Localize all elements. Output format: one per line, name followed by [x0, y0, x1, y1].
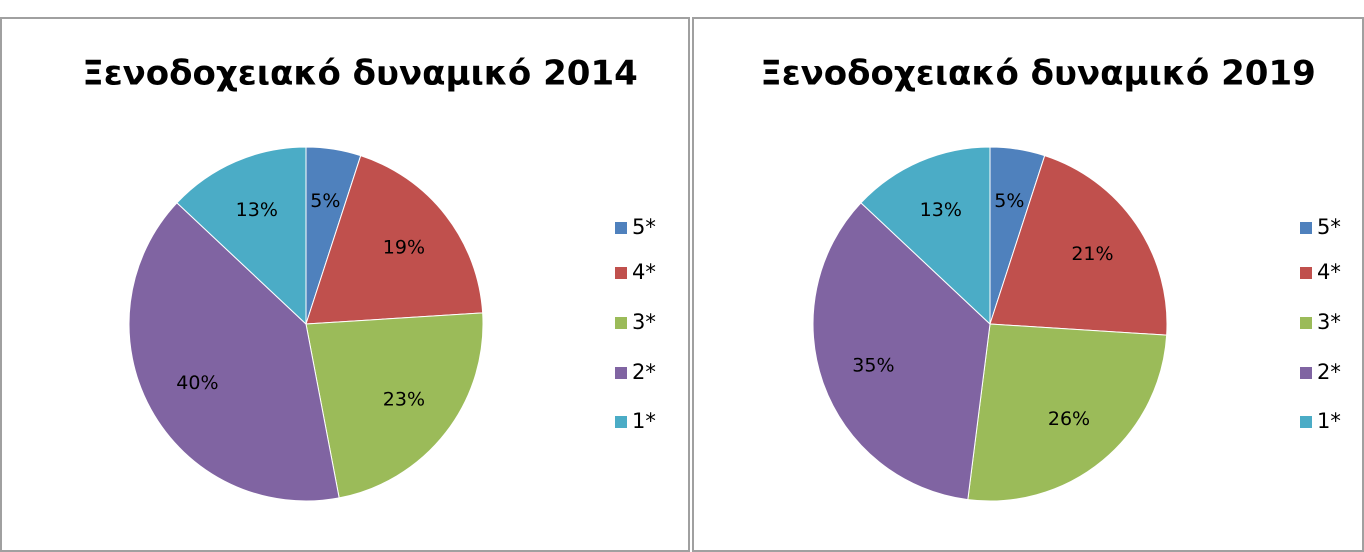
legend-swatch — [1300, 416, 1312, 428]
chart-title: Ξενοδοχειακό δυναμικό 2014 — [82, 54, 638, 94]
data-label: 23% — [383, 388, 425, 410]
pie-slice — [176, 146, 307, 326]
legend-swatch — [615, 367, 627, 379]
legend-label: 2* — [632, 360, 656, 384]
legend-swatch — [1300, 317, 1312, 329]
data-label: 35% — [852, 354, 894, 376]
data-label: 21% — [1071, 243, 1113, 265]
pie-slice — [989, 155, 1168, 336]
legend-label: 5* — [1317, 215, 1341, 239]
legend-swatch — [1300, 222, 1312, 234]
legend-label: 3* — [632, 310, 656, 334]
pie-slice — [860, 146, 991, 326]
legend-label: 5* — [632, 215, 656, 239]
data-label: 13% — [920, 199, 962, 221]
data-label: 19% — [383, 237, 425, 259]
data-label: 5% — [994, 190, 1024, 212]
pie-slice — [967, 323, 1168, 502]
data-label: 5% — [310, 190, 340, 212]
pie-slice — [305, 155, 484, 325]
legend-swatch — [615, 267, 627, 279]
pie-slice — [128, 202, 340, 502]
data-label: 40% — [176, 372, 218, 394]
legend-label: 1* — [1317, 409, 1341, 433]
data-label: 13% — [236, 199, 278, 221]
pie-slice — [305, 312, 484, 499]
chart-title: Ξενοδοχειακό δυναμικό 2019 — [760, 54, 1316, 94]
legend-swatch — [1300, 267, 1312, 279]
legend-label: 2* — [1317, 360, 1341, 384]
legend-swatch — [615, 416, 627, 428]
legend-swatch — [1300, 367, 1312, 379]
legend-label: 3* — [1317, 310, 1341, 334]
legend-label: 4* — [1317, 260, 1341, 284]
legend-swatch — [615, 222, 627, 234]
pie-slice — [812, 202, 991, 501]
legend-label: 1* — [632, 409, 656, 433]
legend-swatch — [615, 317, 627, 329]
data-label: 26% — [1048, 408, 1090, 430]
legend-label: 4* — [632, 260, 656, 284]
